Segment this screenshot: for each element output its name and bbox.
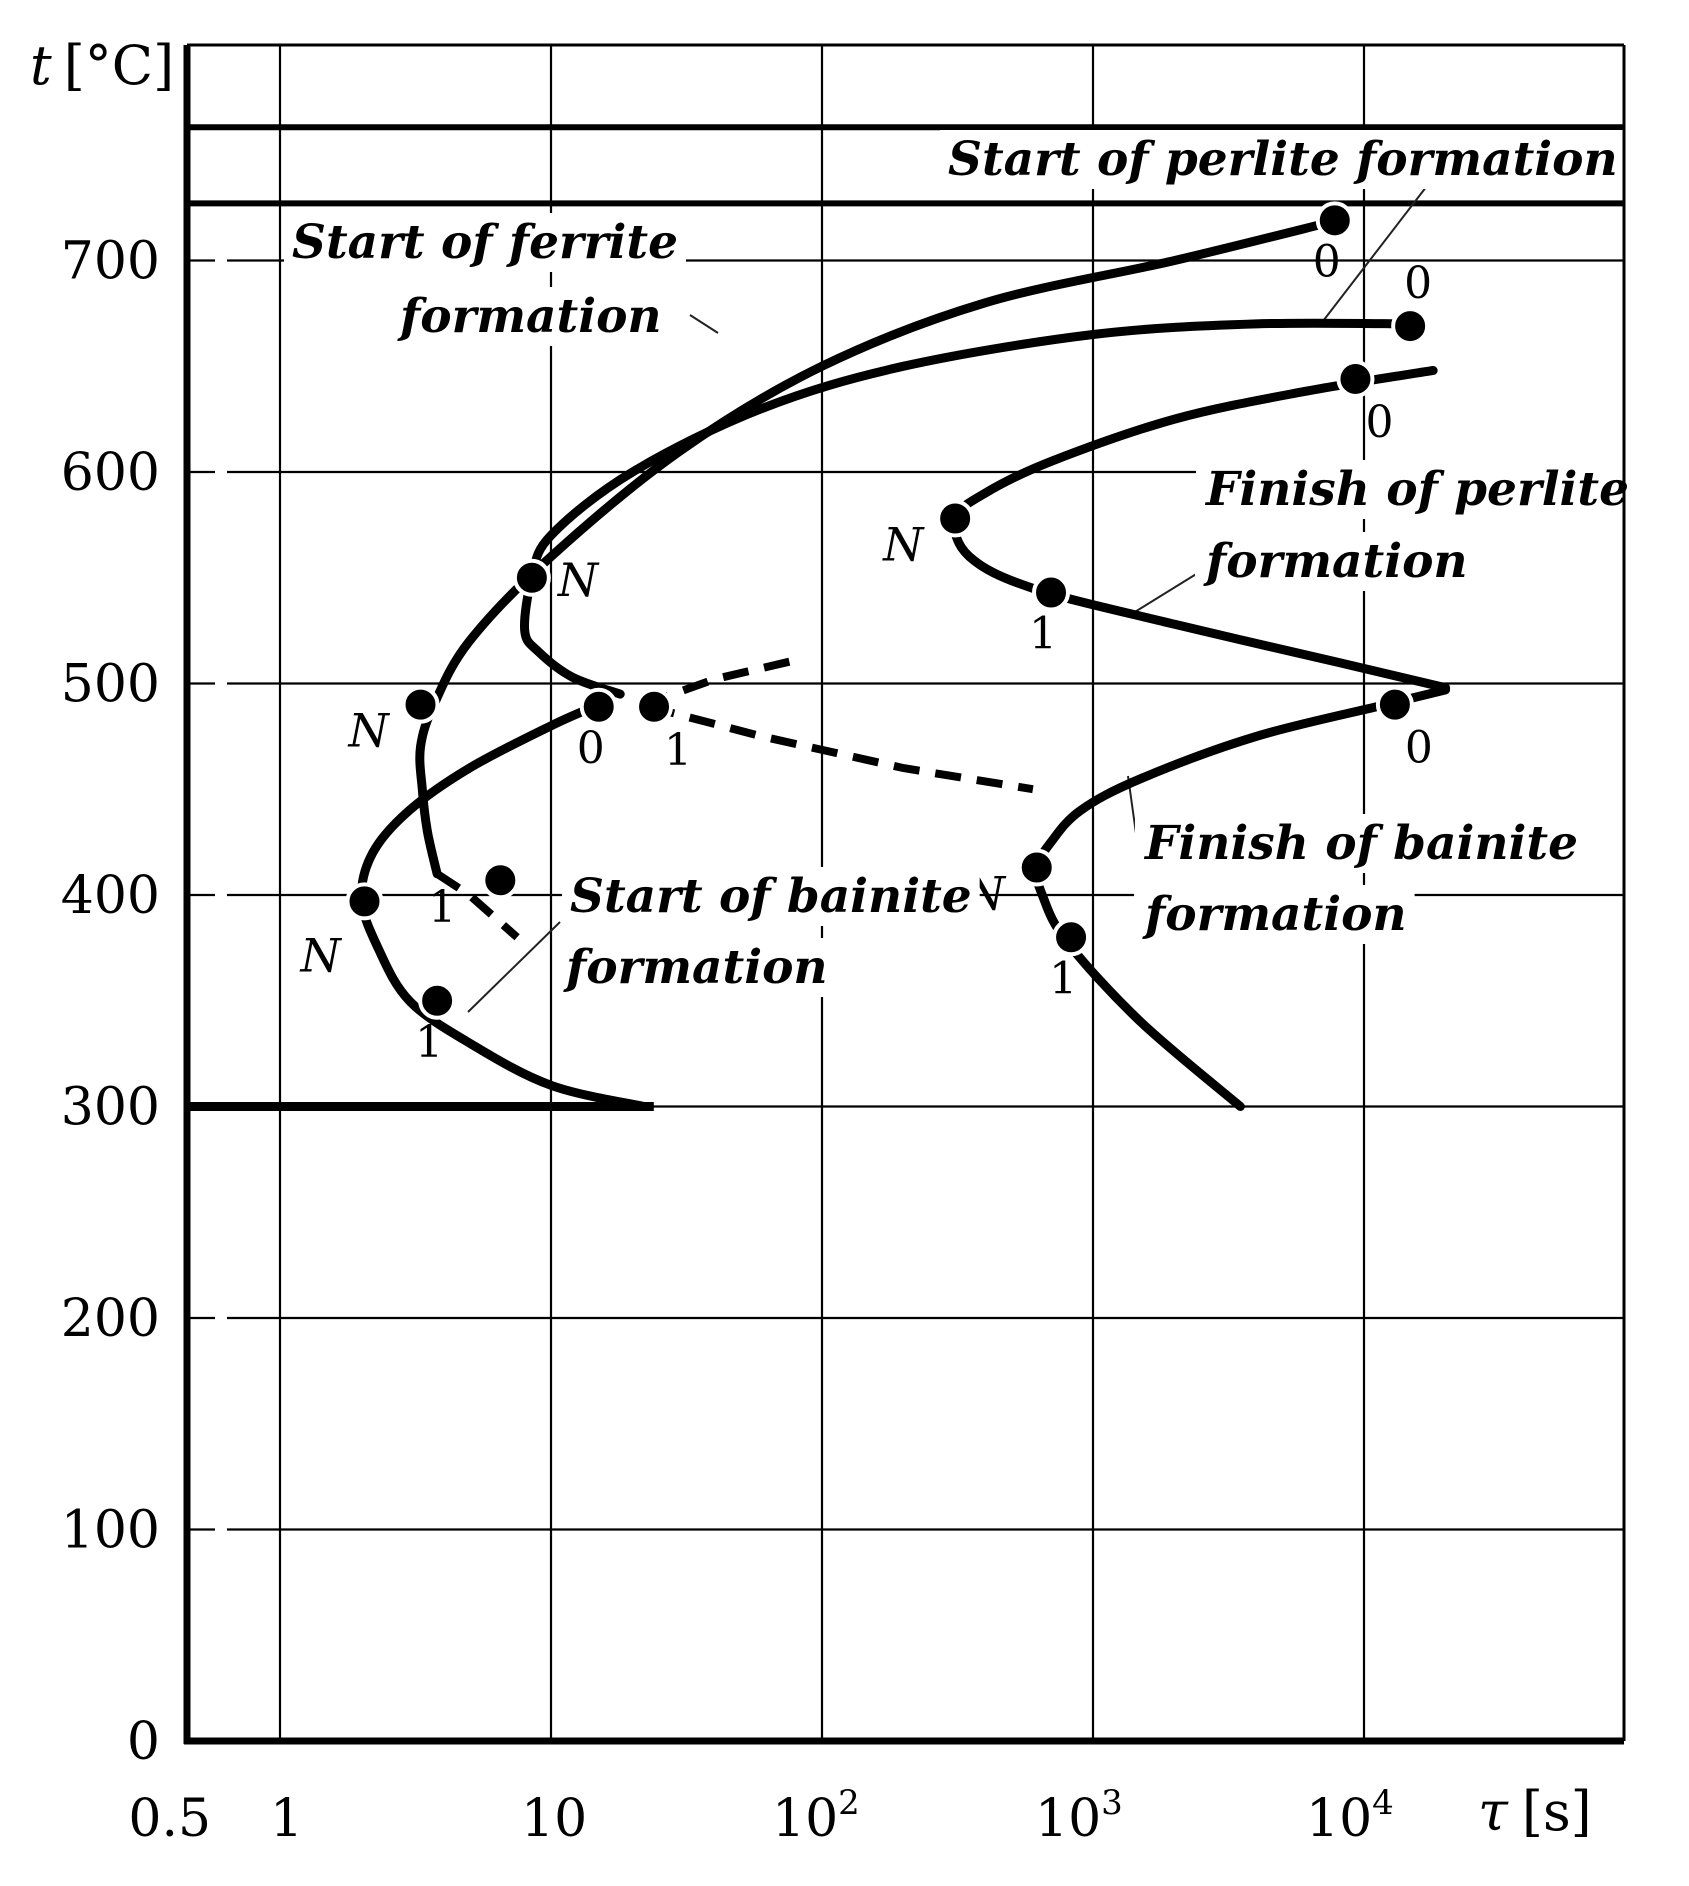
annotation-text: formation [563,940,828,995]
data-point [1336,359,1375,398]
annotation-backdrop [1135,814,1586,873]
x-tick-base: 0.5 [128,1789,211,1849]
point-label: 0 [1313,236,1341,287]
annotation-backdrop [1134,885,1415,944]
annotation-text: Start of ferrite [292,215,678,270]
annotation-backdrop [562,867,980,926]
annotation-text: formation [1142,887,1407,942]
point-label: N [557,553,600,607]
annotation-backdrop [1196,460,1638,519]
y-tick-label: 100 [61,1501,160,1561]
point-label: 1 [428,882,456,933]
data-point [401,685,440,724]
y-axis-symbol: t [30,34,52,97]
annotation-backdrop [1195,532,1476,591]
leader-line [467,921,561,1013]
x-tick-label: 1 [270,1789,303,1849]
axes [183,43,1626,1745]
x-axis-title: τ [s] [1478,1780,1592,1843]
point-label: 1 [415,1017,443,1068]
point-label: 1 [664,725,692,776]
data-point [579,687,618,726]
annotation-text: Finish of perlite [1204,462,1629,517]
y-axis-title: t [°C] [30,34,174,97]
data-point [936,499,975,538]
x-tick-base: 10 [1306,1789,1372,1849]
x-tick-base: 10 [521,1789,587,1849]
annotations-layer: Start of ferrite formation Start of perlit… [284,130,1638,997]
curves-layer [356,215,1451,1111]
data-point [1391,307,1430,346]
annotation-text: Start of perlite formation [948,132,1618,187]
x-axis-unit: [s] [1522,1780,1592,1843]
x-tick-label: 10 [521,1789,587,1849]
reference-lines [187,124,1624,1111]
point-label: N [882,518,925,572]
annotation-text: formation [397,289,662,344]
y-tick-label: 200 [61,1289,160,1349]
data-point [512,558,551,597]
x-axis-symbol: τ [1478,1780,1509,1843]
x-tick-base: 10 [772,1789,838,1849]
data-point [1375,685,1414,724]
axis-titles: t [°C] τ [s] [30,34,1592,1843]
point-label: 1 [1029,609,1057,660]
x-tick-label: 102 [772,1783,860,1849]
point-label: 0 [1405,723,1433,774]
annotation-backdrop [284,213,686,272]
point-label: N [299,928,342,982]
y-tick-label: 0 [127,1712,160,1772]
x-tick-base: 10 [1035,1789,1101,1849]
y-tick-label: 600 [61,443,160,503]
series-7-line [647,702,1034,794]
data-point [1052,918,1091,957]
data-point [635,687,674,726]
annotation-text: Finish of bainite [1143,816,1578,871]
data-point [481,861,520,900]
data-point [418,981,457,1020]
y-tick-label: 500 [61,655,160,715]
y-tick-label: 400 [61,866,160,926]
leader-line [689,314,719,334]
point-label: N [348,704,391,758]
point-label: 0 [577,723,605,774]
data-point [345,882,384,921]
y-tick-label: 300 [61,1078,160,1138]
series-2-line [520,318,1417,699]
series-1-line [434,870,520,941]
annotation-text: formation [1203,534,1468,589]
data-point [1315,201,1354,240]
series-0-line [415,215,1343,879]
annotation-backdrop [555,938,836,997]
y-axis-unit: [°C] [64,34,174,97]
x-tick-exponent: 2 [838,1783,860,1823]
point-label: 1 [1049,953,1077,1004]
annotation-backdrop [940,130,1626,189]
annotation-backdrop [389,287,670,346]
y-tick-label: 700 [61,232,160,292]
x-tick-base: 1 [270,1789,303,1849]
point-label: 0 [1365,397,1393,448]
leader-line [1129,567,1207,616]
series-4-line [1031,685,1451,1111]
data-point [1032,573,1071,612]
x-tick-exponent: 3 [1101,1783,1123,1823]
annotation-text: Start of bainite [570,869,972,924]
annotation-leaders [467,181,1431,1013]
x-tick-label: 103 [1035,1783,1123,1849]
x-tick-exponent: 4 [1372,1783,1394,1823]
leader-line [1319,181,1431,326]
x-tick-label: 0.5 [128,1789,211,1849]
x-tick-label: 104 [1306,1783,1394,1849]
point-label: 0 [1404,258,1432,309]
data-point [1017,848,1056,887]
